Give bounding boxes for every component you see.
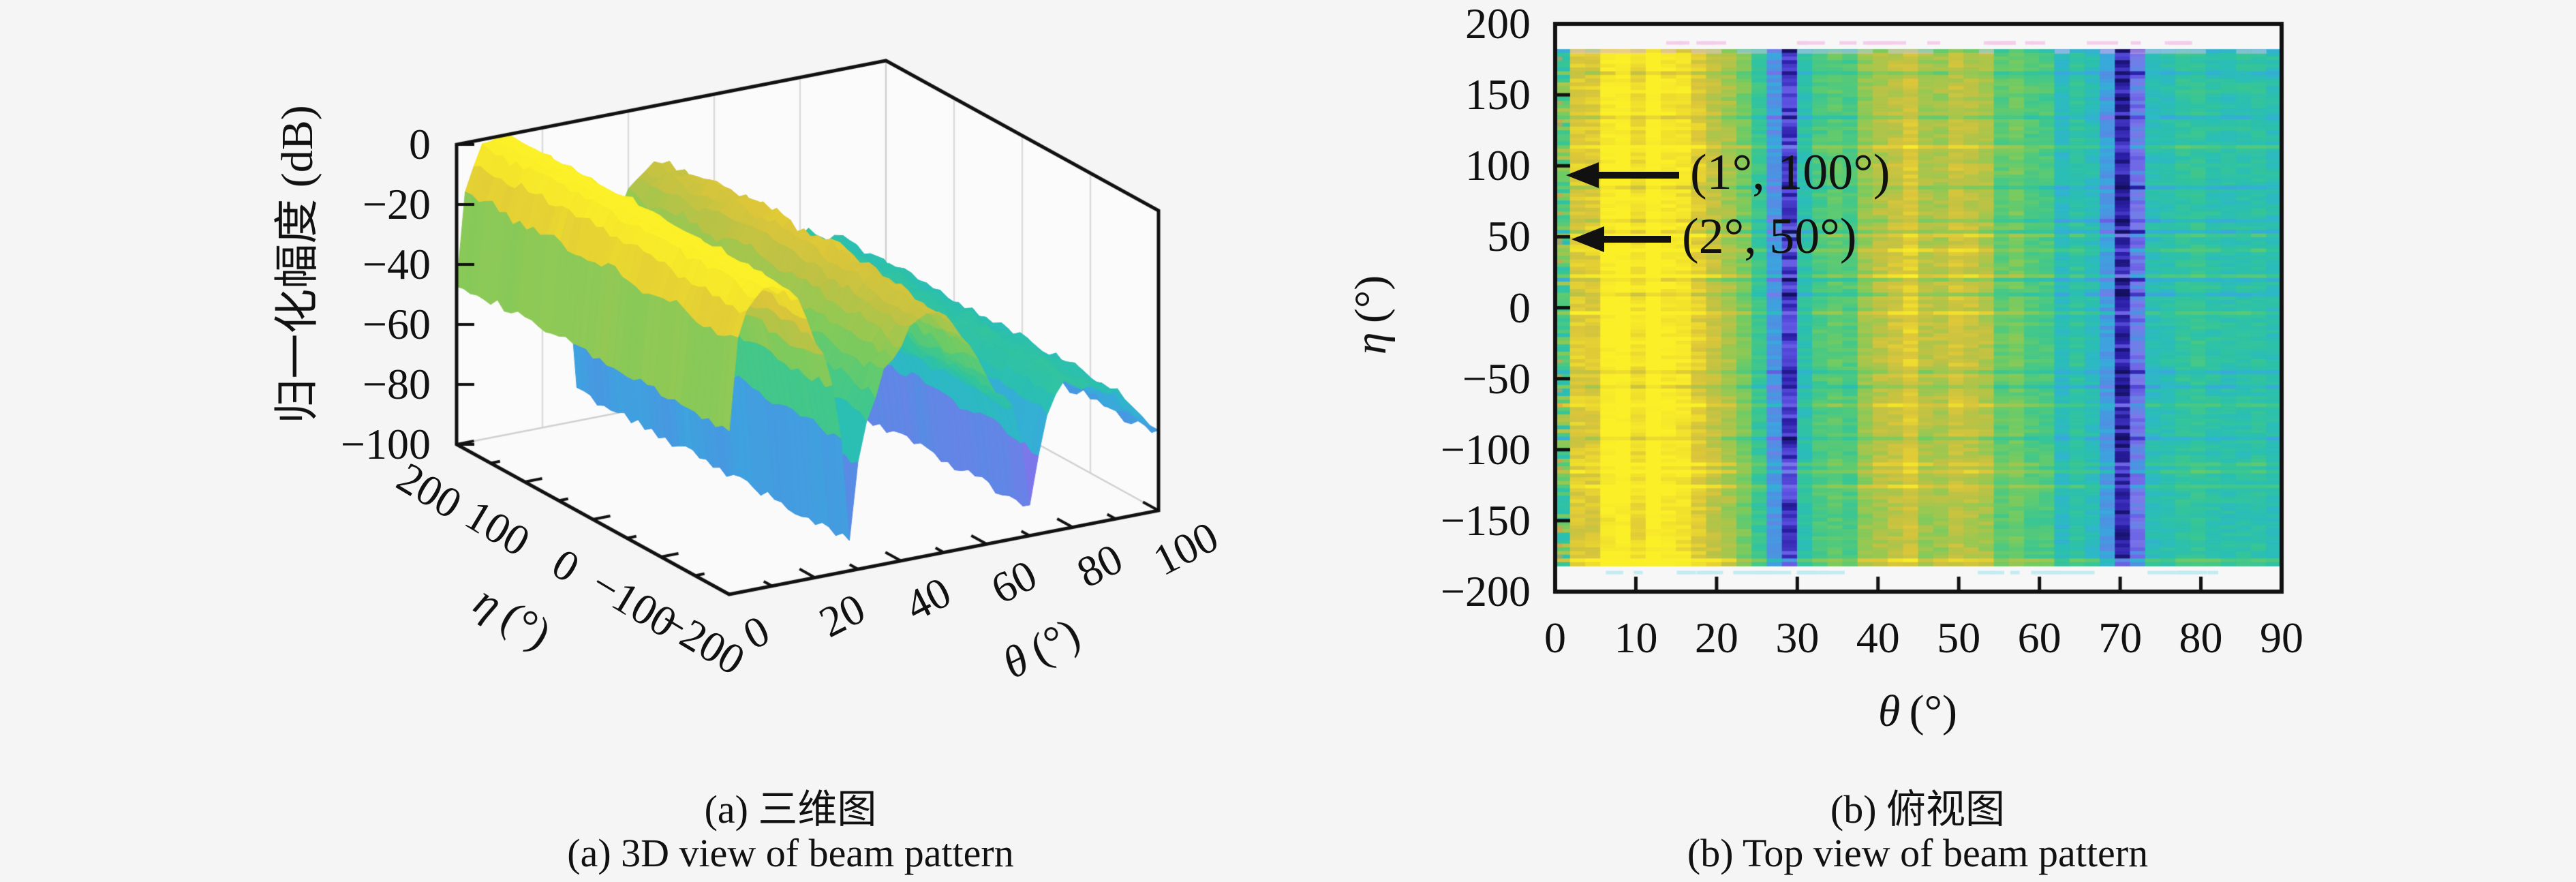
- heatmap-x-tick-label: 80: [2179, 613, 2223, 662]
- arrow-shaft: [1597, 172, 1679, 179]
- heatmap-y-tick-label: 150: [1465, 70, 1531, 119]
- z-tick-label: 0: [409, 120, 431, 168]
- heatmap-y-tick-label: −200: [1440, 567, 1531, 615]
- heatmap-y-tick-label: −150: [1440, 496, 1531, 545]
- z-tick-label: −100: [340, 420, 431, 468]
- arrow-left-icon: [1566, 162, 1599, 188]
- heatmap-x-tick-label: 20: [1694, 613, 1738, 662]
- annotation-2-text: (2°, 50°): [1682, 209, 1857, 265]
- heatmap-x-tick-label: 90: [2260, 613, 2303, 662]
- heatmap-y-tick-label: 0: [1509, 283, 1531, 332]
- caption-a-chinese: (a) 三维图: [704, 787, 877, 832]
- z-tick-label: −20: [362, 180, 431, 228]
- heatmap-y-tick-label: 50: [1487, 212, 1531, 261]
- heatmap-x-tick-label: 30: [1775, 613, 1820, 662]
- theta-symbol-hm: θ: [1878, 686, 1901, 736]
- eta-symbol-hm: η: [1346, 332, 1396, 355]
- caption-a-english: (a) 3D view of beam pattern: [567, 831, 1014, 875]
- heatmap-y-tick-label: −50: [1462, 354, 1531, 403]
- heatmap-y-tick-label: 200: [1465, 0, 1531, 48]
- heatmap-x-tick-label: 50: [1937, 613, 1981, 662]
- heatmap-x-tick-label: 40: [1856, 613, 1900, 662]
- caption-b-chinese: (b) 俯视图: [1830, 787, 2006, 832]
- z-tick-label: −80: [362, 360, 431, 408]
- heatmap-xlabel: θ (°): [1878, 686, 1957, 737]
- surface3d-canvas: [0, 0, 1329, 882]
- heatmap-x-tick-label: 0: [1544, 613, 1566, 662]
- eta-unit-hm: (°): [1346, 275, 1396, 324]
- caption-b-english: (b) Top view of beam pattern: [1687, 831, 2149, 875]
- annotation-1-text: (1°, 100°): [1690, 145, 1890, 201]
- topview-heatmap-canvas: [1329, 0, 2576, 882]
- heatmap-ylabel: η (°): [1345, 275, 1397, 354]
- heatmap-y-tick-label: 100: [1465, 141, 1531, 190]
- z-tick-label: −40: [362, 240, 431, 288]
- arrow-shaft: [1603, 236, 1671, 243]
- z-axis-label: 归一化幅度 (dB): [273, 105, 322, 424]
- heatmap-x-tick-label: 70: [2098, 613, 2143, 662]
- arrow-left-icon: [1571, 226, 1604, 252]
- z-tick-label: −60: [362, 300, 431, 348]
- theta-unit-hm: (°): [1909, 686, 1957, 736]
- heatmap-x-tick-label: 60: [2017, 613, 2061, 662]
- heatmap-x-tick-label: 10: [1614, 613, 1658, 662]
- heatmap-y-tick-label: −100: [1440, 425, 1531, 474]
